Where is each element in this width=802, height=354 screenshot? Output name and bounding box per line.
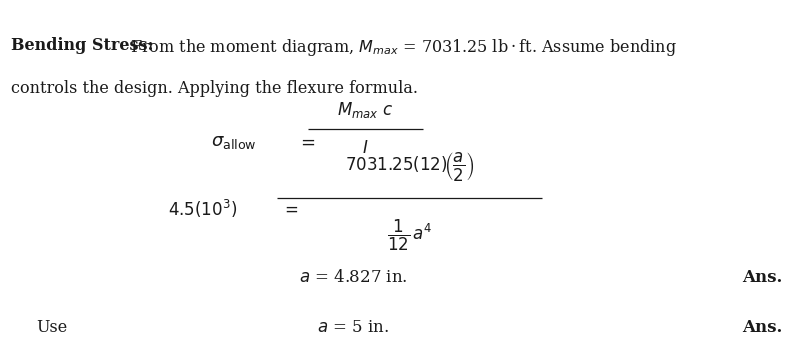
Text: From the moment diagram, $\mathit{M}_{\mathit{max}}$ = 7031.25 lb · ft. Assume b: From the moment diagram, $\mathit{M}_{\m… <box>130 37 676 58</box>
Text: $=$: $=$ <box>297 133 315 150</box>
Text: Ans.: Ans. <box>742 319 782 336</box>
Text: $=$: $=$ <box>281 200 298 217</box>
Text: $\mathit{I}$: $\mathit{I}$ <box>362 140 368 157</box>
Text: controls the design. Applying the flexure formula.: controls the design. Applying the flexur… <box>11 80 418 97</box>
Text: Bending Stress:: Bending Stress: <box>11 37 153 54</box>
Text: $4.5(10^3)$: $4.5(10^3)$ <box>168 198 237 220</box>
Text: $\mathit{\sigma}_{\mathrm{allow}}$: $\mathit{\sigma}_{\mathrm{allow}}$ <box>211 133 257 150</box>
Text: $7031.25(12)\!\left(\dfrac{\mathit{a}}{2}\right)$: $7031.25(12)\!\left(\dfrac{\mathit{a}}{2… <box>344 150 474 183</box>
Text: $\dfrac{1}{12}\,\mathit{a}^4$: $\dfrac{1}{12}\,\mathit{a}^4$ <box>387 218 431 253</box>
Text: $\mathit{M}_{\mathit{max}}\ \mathit{c}$: $\mathit{M}_{\mathit{max}}\ \mathit{c}$ <box>337 101 393 120</box>
Text: Use: Use <box>37 319 67 336</box>
Text: $\mathit{a}$ = 5 in.: $\mathit{a}$ = 5 in. <box>317 319 389 336</box>
Text: $\mathit{a}$ = 4.827 in.: $\mathit{a}$ = 4.827 in. <box>298 269 407 286</box>
Text: Ans.: Ans. <box>742 269 782 286</box>
